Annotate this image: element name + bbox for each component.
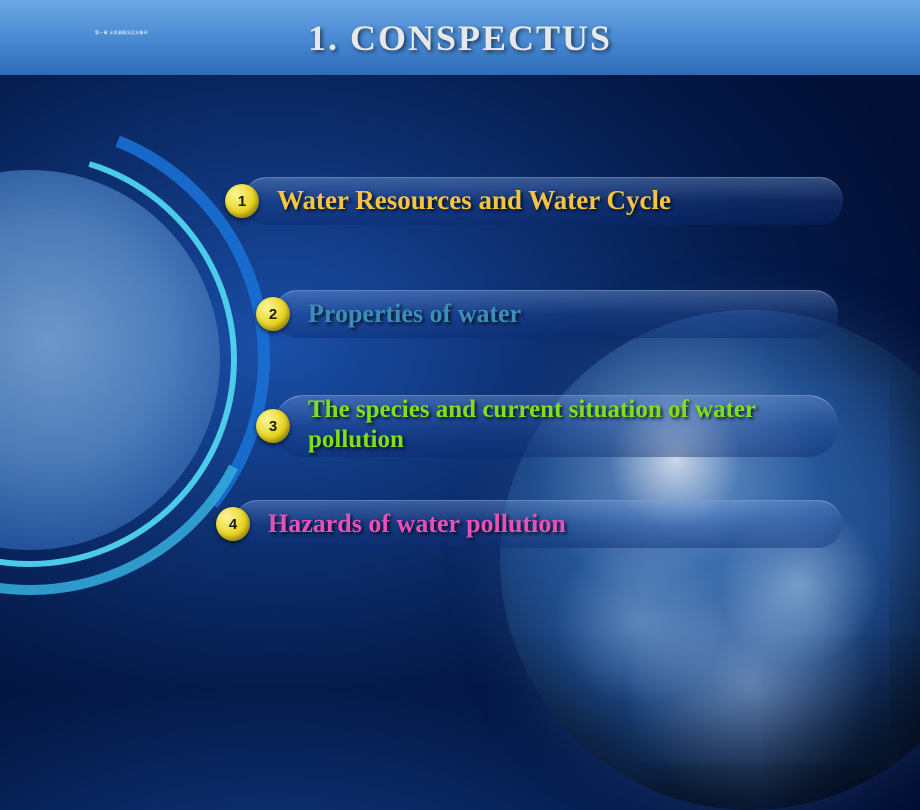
- item-label: The species and current situation of wat…: [308, 395, 848, 454]
- item-number-bullet: 4: [216, 507, 250, 541]
- list-item: 1 Water Resources and Water Cycle: [225, 184, 671, 218]
- item-number-bullet: 3: [256, 409, 290, 443]
- item-label: Properties of water: [308, 299, 521, 330]
- item-number-bullet: 2: [256, 297, 290, 331]
- list-item: 4 Hazards of water pollution: [216, 507, 566, 541]
- list-item: 2 Properties of water: [256, 297, 521, 331]
- page-title: 1. CONSPECTUS: [308, 17, 612, 59]
- item-label: Hazards of water pollution: [268, 509, 566, 540]
- item-label: Water Resources and Water Cycle: [277, 185, 671, 217]
- item-number-bullet: 1: [225, 184, 259, 218]
- earth-graphic: [500, 310, 920, 810]
- title-bar: 第一章 水资源概况及水循环 1. CONSPECTUS: [0, 0, 920, 75]
- tiny-corner-label: 第一章 水资源概况及水循环: [95, 30, 148, 36]
- list-item: 3 The species and current situation of w…: [256, 395, 848, 454]
